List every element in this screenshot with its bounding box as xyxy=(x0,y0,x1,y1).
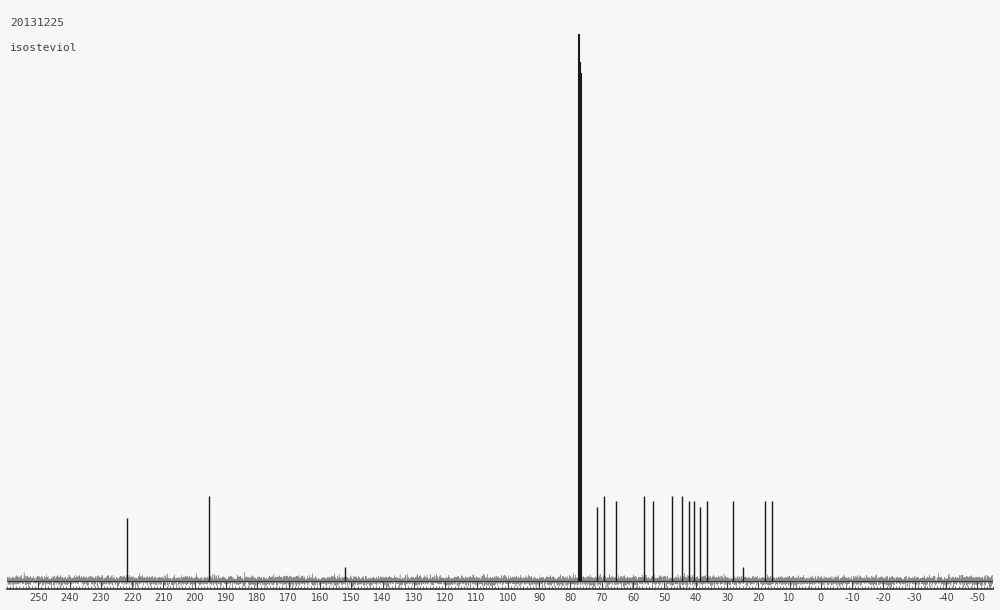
Text: isosteviol: isosteviol xyxy=(10,43,78,52)
Text: 20131225: 20131225 xyxy=(10,18,64,28)
